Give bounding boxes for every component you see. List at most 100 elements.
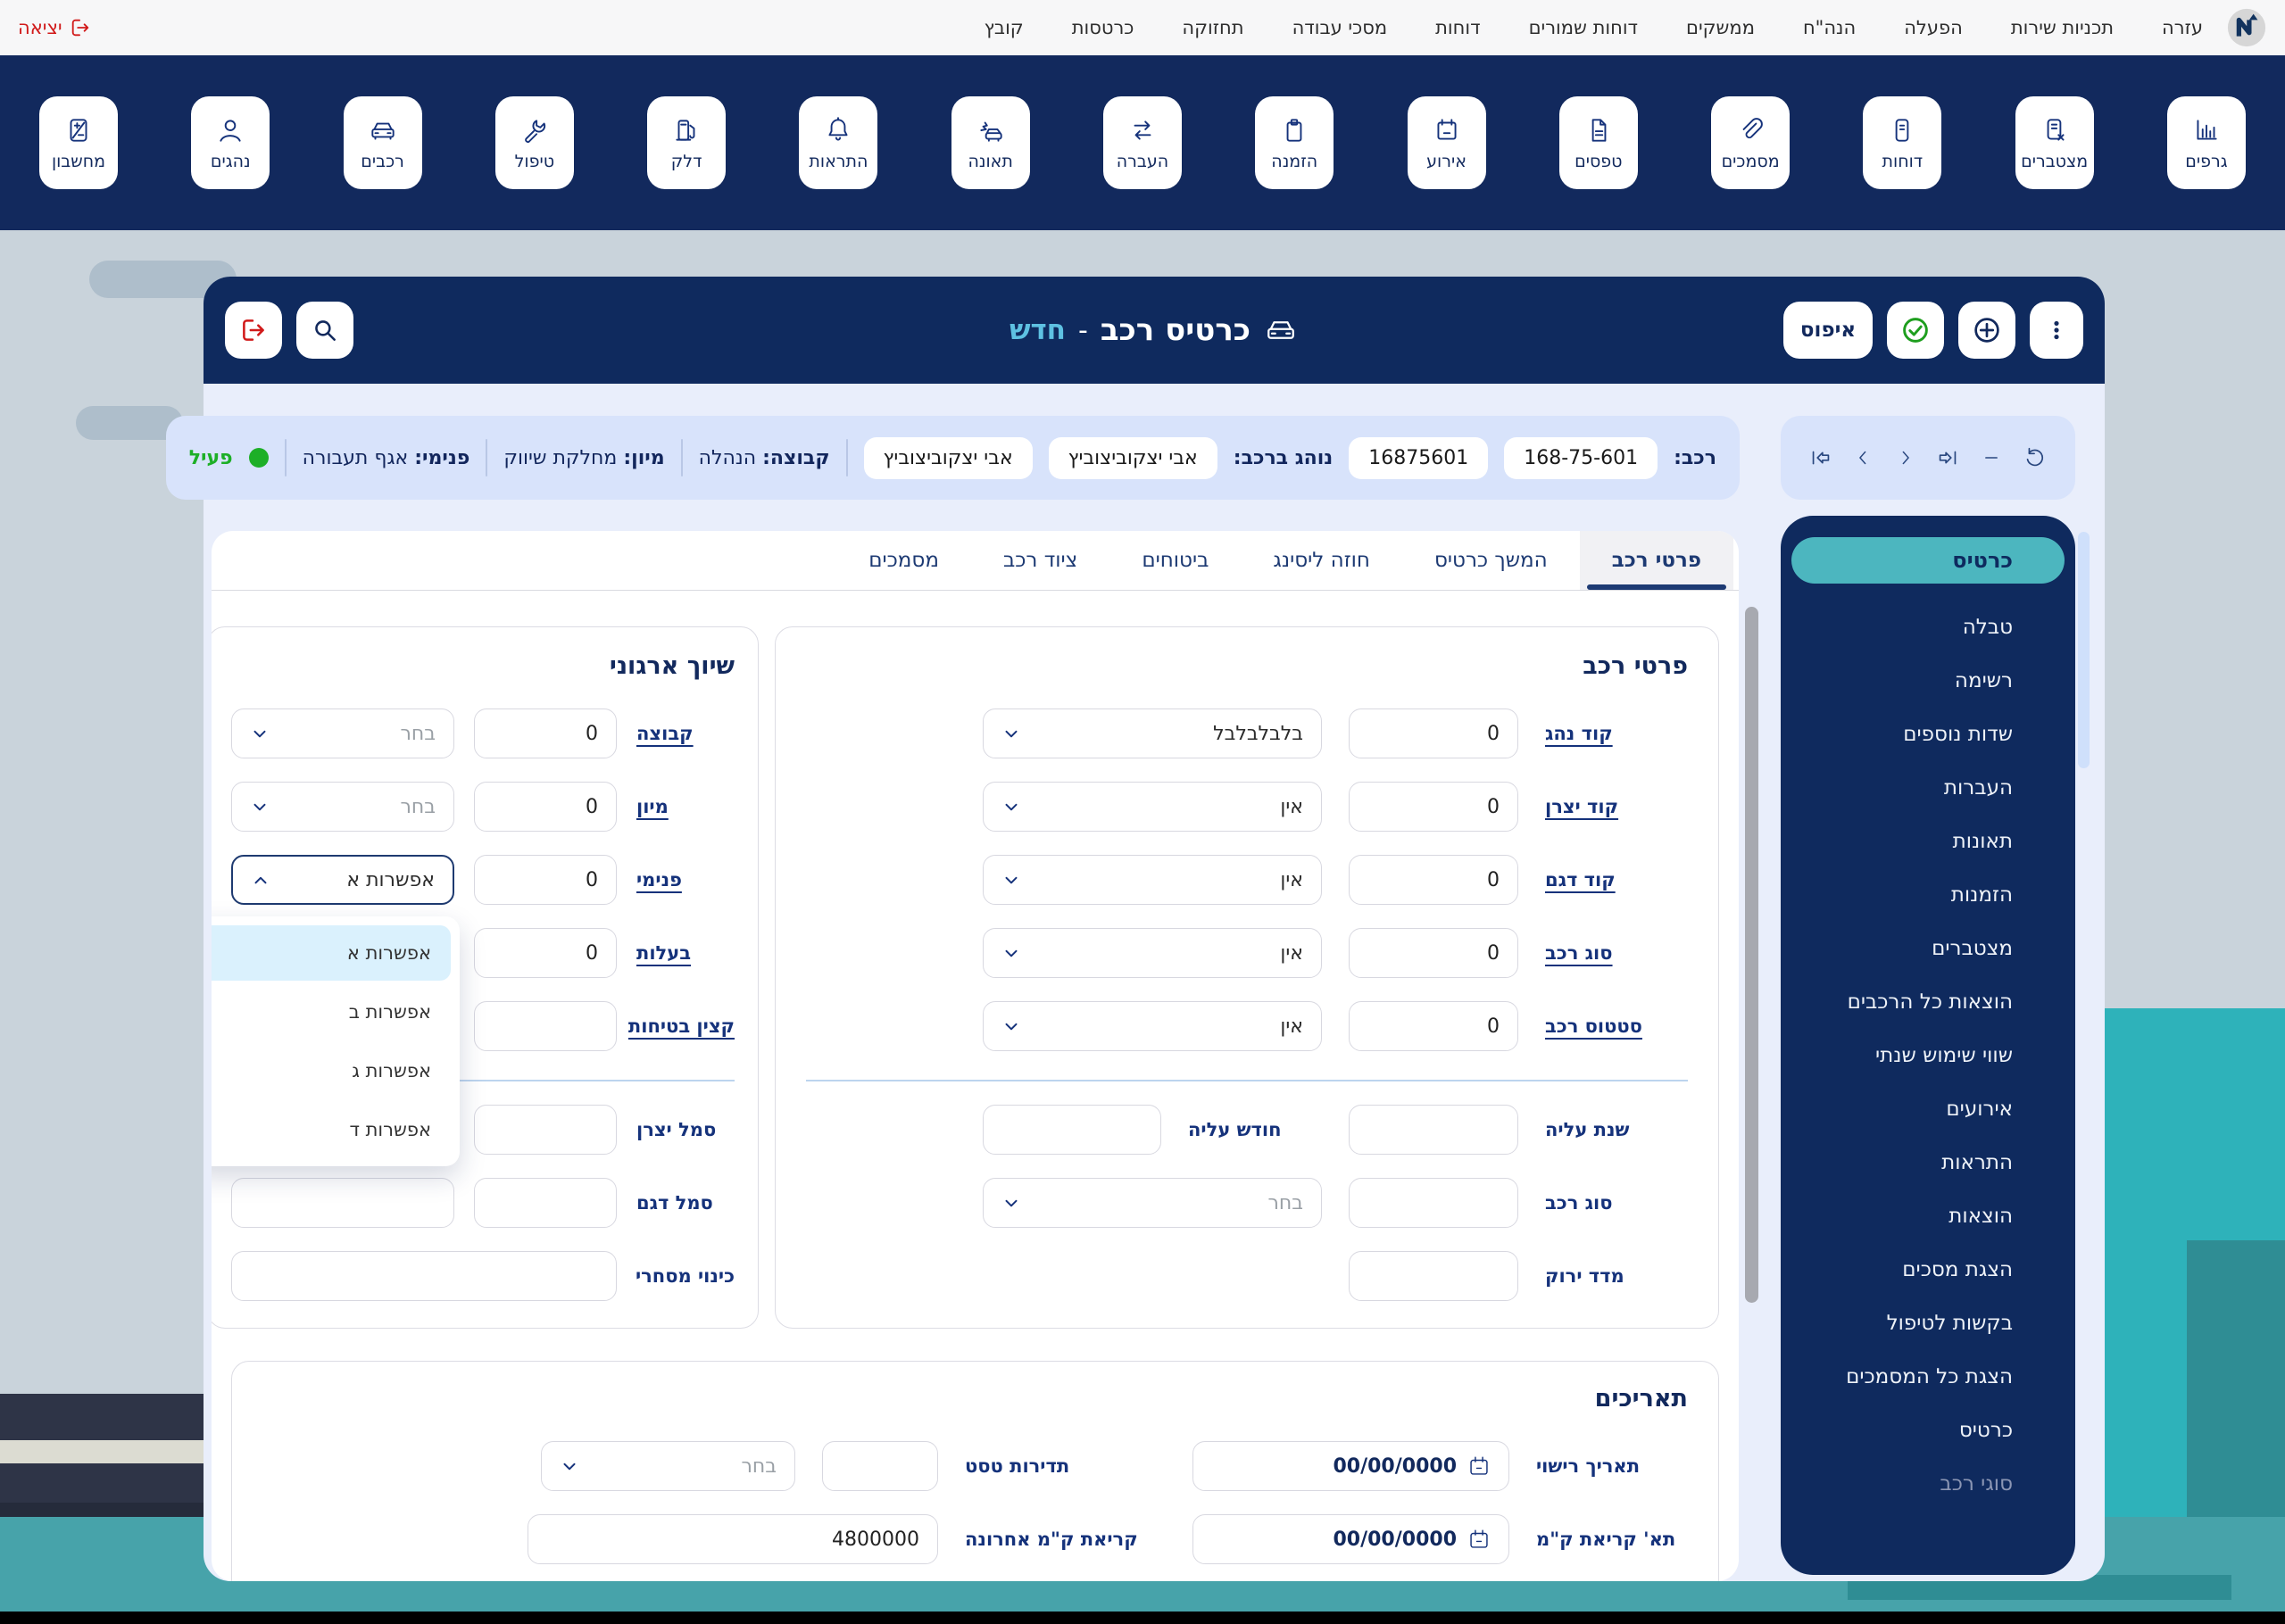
add-button[interactable]	[1958, 302, 2015, 359]
toolbar-button-graphs[interactable]: גרפים	[2166, 96, 2246, 189]
tab-documents[interactable]: מסמכים	[868, 549, 939, 572]
sidebar-item-show-screens[interactable]: הצגת מסכים	[1902, 1258, 2013, 1281]
vehicle-kind-select[interactable]: אין	[983, 928, 1322, 978]
maker-code-select[interactable]: אין	[983, 782, 1322, 832]
tab-vehicle-details[interactable]: פרטי רכב	[1579, 531, 1733, 590]
sidebar-item-table[interactable]: טבלה	[1962, 616, 2013, 639]
search-button[interactable]	[296, 302, 353, 359]
sidebar-item-list[interactable]: רשימה	[1954, 669, 2013, 692]
sidebar-item-all-vehicle-expenses[interactable]: הוצאות כל הרכבים	[1847, 990, 2013, 1014]
internal-field-label[interactable]: פנימי	[636, 869, 682, 891]
reset-button[interactable]: איפוס	[1783, 302, 1873, 359]
sidebar-scrollbar[interactable]	[2078, 532, 2090, 768]
internal-select-open[interactable]: אפשרות א	[231, 855, 454, 905]
aliyah-year-input[interactable]	[1349, 1105, 1518, 1155]
menu-item-interfaces[interactable]: ממשקים	[1686, 17, 1755, 38]
go-first-button[interactable]	[1807, 444, 1834, 471]
toolbar-button-forms[interactable]: טפסים	[1558, 96, 1638, 189]
go-last-button[interactable]	[1934, 444, 1961, 471]
go-next-button[interactable]	[1893, 446, 1916, 469]
vehicle-status-label[interactable]: סטטוס רכב	[1545, 1015, 1642, 1037]
km-read-date-input[interactable]: 00/00/0000	[1192, 1514, 1509, 1564]
ownership-input[interactable]: 0	[474, 928, 617, 978]
license-date-input[interactable]: 00/00/0000	[1192, 1441, 1509, 1491]
vehicle-type-select[interactable]: בחר	[983, 1178, 1322, 1228]
menu-item-file[interactable]: קובץ	[984, 17, 1024, 38]
sidebar-item-show-all-documents[interactable]: הצגת כל המסמכים	[1846, 1365, 2013, 1388]
dropdown-option-d[interactable]: אפשרות ד	[349, 1119, 431, 1140]
toolbar-button-service[interactable]: טיפול	[494, 96, 574, 189]
driver-code-select[interactable]: בלבלבלבל	[983, 708, 1322, 758]
safety-officer-label[interactable]: קצין בטיחות	[627, 1015, 735, 1037]
toolbar-button-drivers[interactable]: נהגים	[191, 96, 270, 189]
menu-item-reports[interactable]: דוחות	[1435, 17, 1481, 38]
test-frequency-input[interactable]	[822, 1441, 938, 1491]
internal-input[interactable]: 0	[474, 855, 617, 905]
content-scrollbar[interactable]	[1745, 607, 1758, 1303]
sort-field-label[interactable]: מיון	[636, 796, 669, 817]
safety-officer-input[interactable]	[474, 1001, 617, 1051]
model-symbol-input[interactable]	[474, 1178, 617, 1228]
model-code-select[interactable]: אין	[983, 855, 1322, 905]
toolbar-button-accumulated[interactable]: מצטברים	[2015, 96, 2094, 189]
sidebar-item-events[interactable]: אירועים	[1946, 1098, 2013, 1121]
dropdown-option-b[interactable]: אפשרות ב	[348, 1001, 431, 1023]
maker-code-label[interactable]: קוד יצרן	[1545, 796, 1619, 817]
toolbar-button-calculator[interactable]: מחשבון	[39, 96, 118, 189]
driver-code-input[interactable]: 0	[1349, 708, 1518, 758]
last-km-input[interactable]: 4800000	[528, 1514, 938, 1564]
toolbar-button-event[interactable]: אירוע	[1407, 96, 1486, 189]
sidebar-item-transfers[interactable]: העברות	[1943, 776, 2013, 800]
exit-button[interactable]: יציאה	[18, 17, 91, 38]
group-field-label[interactable]: קבוצה	[636, 723, 694, 744]
sidebar-item-orders[interactable]: הזמנות	[1950, 883, 2013, 907]
tab-vehicle-equipment[interactable]: ציוד רכב	[1002, 549, 1078, 572]
tab-insurances[interactable]: ביטוחים	[1142, 549, 1209, 572]
menu-item-activation[interactable]: הפעלה	[1904, 17, 1963, 38]
menu-item-saved-reports[interactable]: דוחות שמורים	[1528, 17, 1639, 38]
vehicle-type-input[interactable]	[1349, 1178, 1518, 1228]
model-symbol-extra-input[interactable]	[231, 1178, 454, 1228]
sidebar-item-card-active[interactable]: כרטיס	[1791, 537, 2065, 584]
tab-card-continued[interactable]: המשך כרטיס	[1433, 549, 1548, 572]
ownership-label[interactable]: בעלות	[636, 942, 692, 964]
toolbar-button-transfer[interactable]: העברה	[1102, 96, 1182, 189]
dropdown-option-c[interactable]: אפשרות ג	[352, 1060, 431, 1081]
menu-item-maintenance[interactable]: תחזוקה	[1182, 17, 1244, 38]
vehicle-status-select[interactable]: אין	[983, 1001, 1322, 1051]
sort-select[interactable]: בחר	[231, 782, 454, 832]
sidebar-item-expenses[interactable]: הוצאות	[1948, 1205, 2013, 1228]
driver-code-label[interactable]: קוד נהג	[1545, 723, 1613, 744]
sidebar-item-accumulated[interactable]: מצטברים	[1932, 937, 2013, 960]
refresh-button[interactable]	[2022, 444, 2048, 471]
menu-item-card-indexes[interactable]: כרטסות	[1071, 17, 1134, 38]
aliyah-month-input[interactable]	[983, 1105, 1161, 1155]
toolbar-button-vehicles[interactable]: רכבים	[343, 96, 422, 189]
green-index-input[interactable]	[1349, 1251, 1518, 1301]
sidebar-item-service-requests[interactable]: בקשות לטיפול	[1886, 1312, 2013, 1335]
maker-symbol-input[interactable]	[474, 1105, 617, 1155]
logout-card-button[interactable]	[225, 302, 282, 359]
go-previous-button[interactable]	[1852, 446, 1875, 469]
toolbar-button-fuel[interactable]: דלק	[647, 96, 727, 189]
menu-item-service-plans[interactable]: תכניות שירות	[2010, 17, 2114, 38]
sidebar-item-card2[interactable]: כרטיס	[1958, 1419, 2013, 1442]
tab-leasing-contract[interactable]: חוזה ליסינג	[1273, 549, 1370, 572]
toolbar-button-order[interactable]: הזמנה	[1255, 96, 1334, 189]
test-frequency-select[interactable]: בחר	[541, 1441, 795, 1491]
toolbar-button-accident[interactable]: תאונה	[951, 96, 1030, 189]
toolbar-button-reports[interactable]: דוחות	[1863, 96, 1942, 189]
sort-input[interactable]: 0	[474, 782, 617, 832]
vehicle-kind-label[interactable]: סוג רכב	[1545, 942, 1613, 964]
sidebar-item-vehicle-types[interactable]: סוגי רכב	[1940, 1472, 2013, 1496]
sidebar-item-annual-usage-value[interactable]: שווי שימוש שנתי	[1875, 1044, 2013, 1067]
menu-item-accounting[interactable]: הנה"ח	[1802, 17, 1857, 38]
sidebar-item-accidents[interactable]: תאונות	[1952, 830, 2013, 853]
save-confirm-button[interactable]	[1887, 302, 1944, 359]
maker-code-input[interactable]: 0	[1349, 782, 1518, 832]
model-code-input[interactable]: 0	[1349, 855, 1518, 905]
remove-button[interactable]	[1979, 445, 2004, 470]
vehicle-kind-input[interactable]: 0	[1349, 928, 1518, 978]
toolbar-button-alerts[interactable]: התראות	[799, 96, 878, 189]
more-options-button[interactable]	[2030, 302, 2083, 359]
